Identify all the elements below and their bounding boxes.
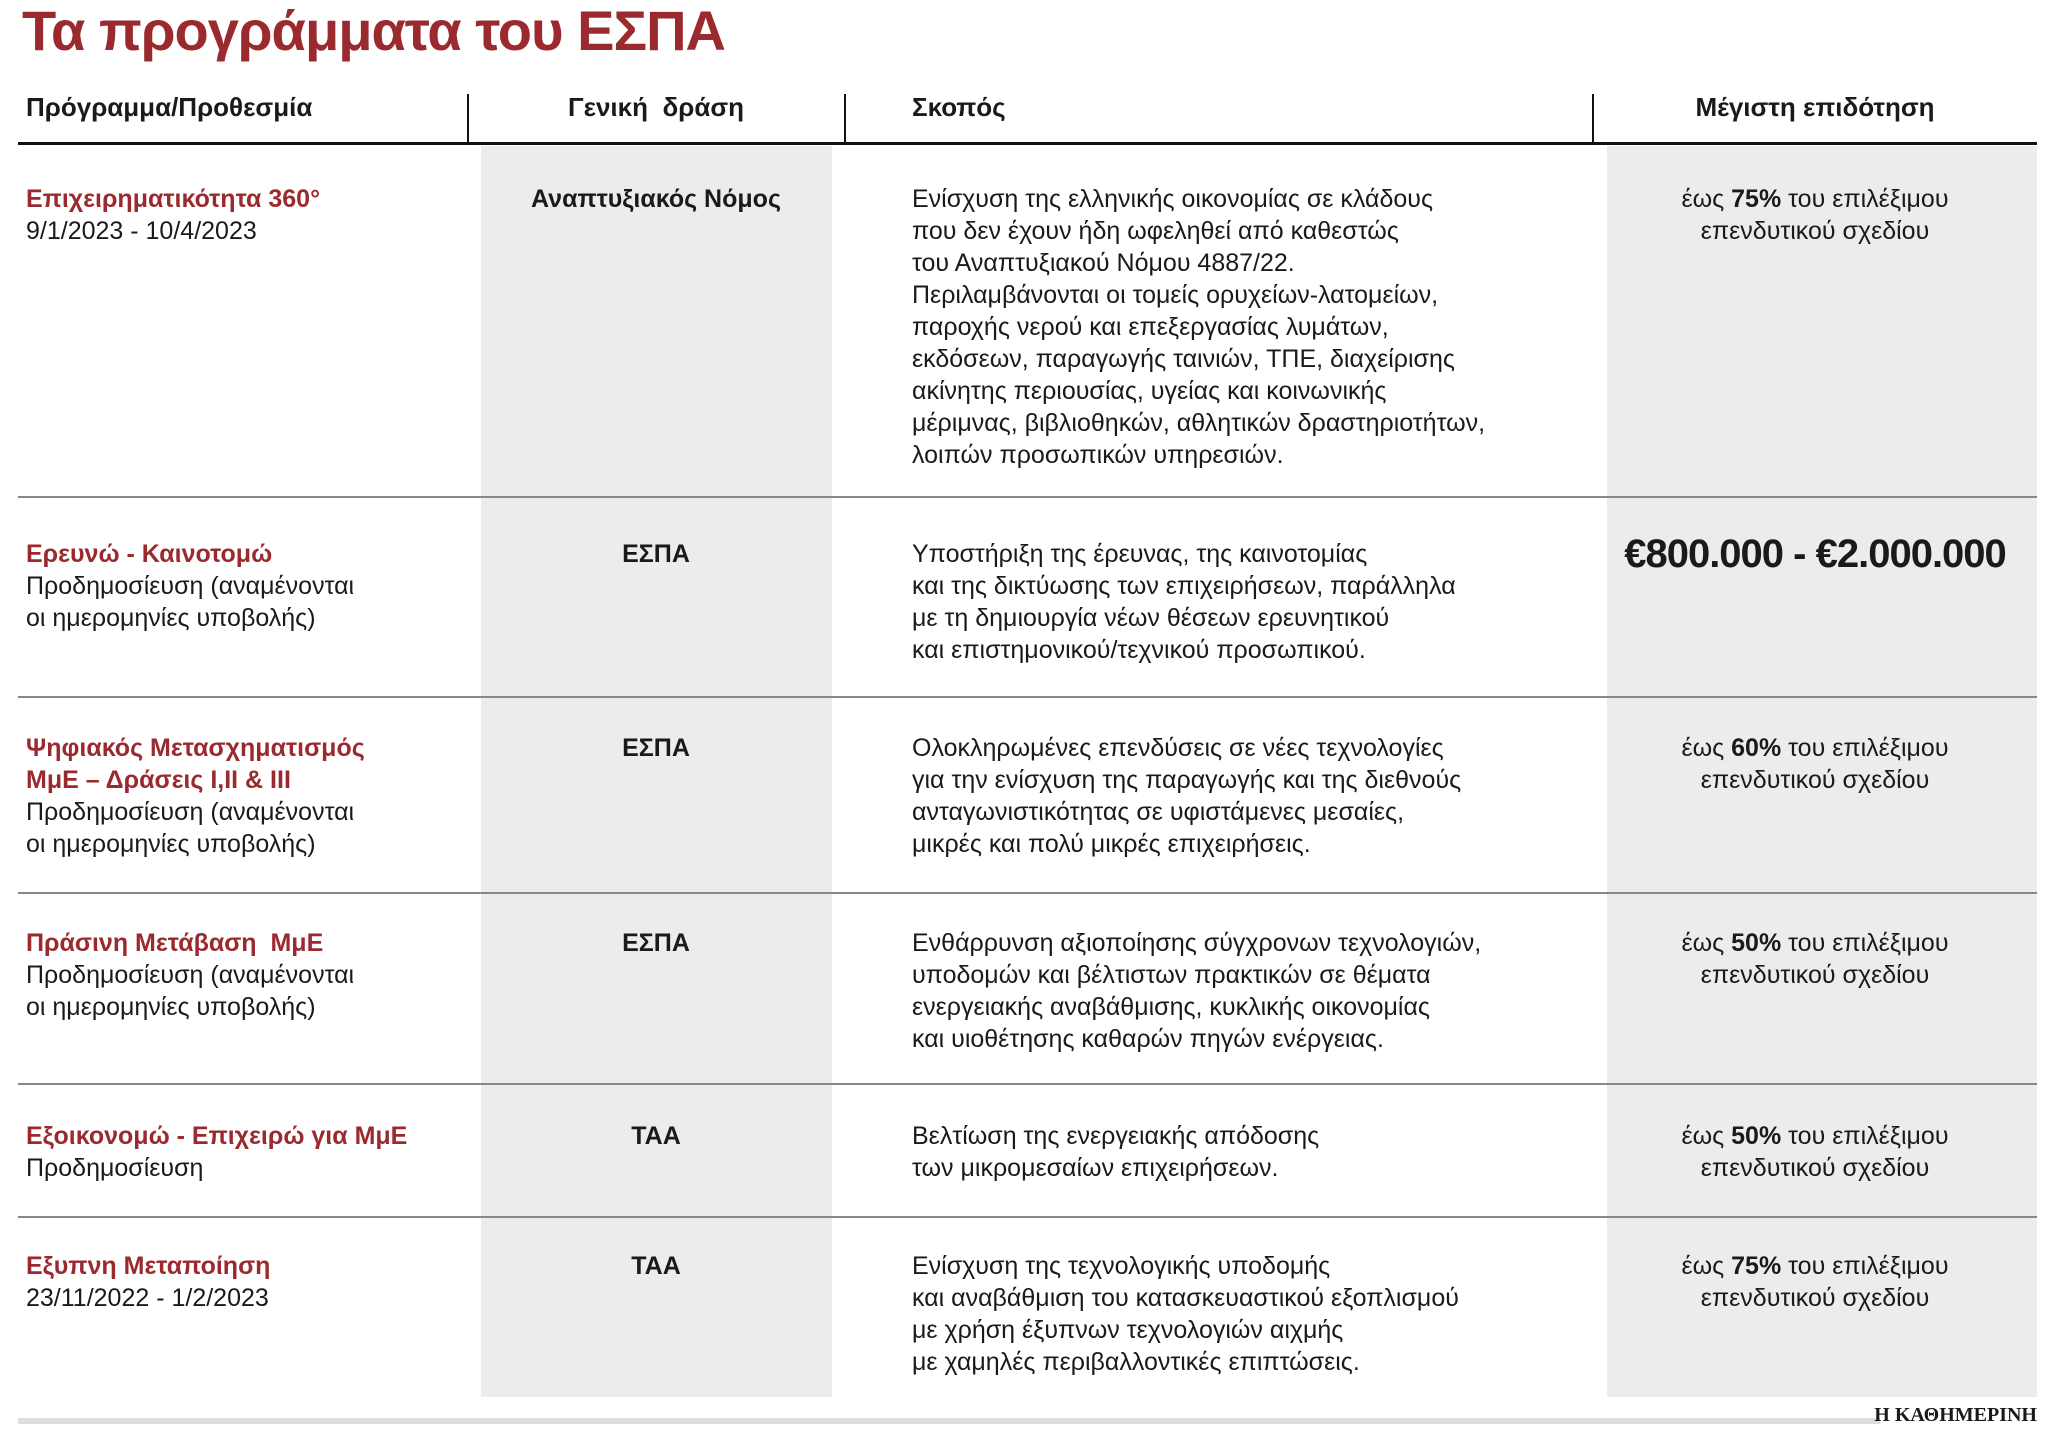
purpose-line: Ενθάρρυνση αξιοποίησης σύγχρονων τεχνολο… — [912, 929, 1482, 957]
purpose-line: μικρές και πολύ μικρές επιχειρήσεις. — [912, 830, 1311, 858]
subsidy-suffix: του επιλέξιμου — [1788, 1122, 1949, 1150]
purpose-line: με χρήση έξυπνων τεχνολογιών αιχμής — [912, 1316, 1344, 1344]
subsidy-rate: 75% — [1731, 185, 1782, 213]
subsidy-prefix: έως — [1681, 734, 1725, 762]
column-shade — [481, 146, 832, 1397]
program-name: Ψηφιακός Μετασχηματισμός — [26, 734, 365, 762]
purpose-line: για την ενίσχυση της παραγωγής και της δ… — [912, 766, 1462, 794]
subsidy-suffix: του επιλέξιμου — [1788, 734, 1949, 762]
program-info: Προδημοσίευση (αναμένονται — [26, 961, 355, 989]
purpose-line: μέριμνας, βιβλιοθηκών, αθλητικών δραστηρ… — [912, 409, 1486, 437]
purpose-line: λοιπών προσωπικών υπηρεσιών. — [912, 441, 1284, 469]
row-rule — [18, 892, 2037, 894]
subsidy-line: έως 75% του επιλέξιμου — [1681, 1250, 1948, 1282]
action: Αναπτυξιακός Νόμος — [531, 185, 781, 213]
subsidy-prefix: έως — [1681, 185, 1725, 213]
program-info: Προδημοσίευση (αναμένονται — [26, 572, 355, 600]
program-name: Πράσινη Μετάβαση ΜμΕ — [26, 929, 324, 957]
subsidy-line: επενδυτικού σχεδίου — [1700, 1284, 1930, 1312]
divider — [1592, 94, 1594, 144]
purpose-line: και επιστημονικού/τεχνικού προσωπικού. — [912, 636, 1366, 664]
column-header: Σκοπός — [912, 92, 1006, 122]
footer-rule — [18, 1418, 1880, 1424]
subsidy-line: επενδυτικού σχεδίου — [1700, 1154, 1930, 1182]
program-name: Επιχειρηματικότητα 360° — [26, 185, 321, 213]
row-rule — [18, 696, 2037, 698]
purpose-line: εκδόσεων, παραγωγής ταινιών, ΤΠΕ, διαχεί… — [912, 345, 1455, 373]
subsidy-prefix: έως — [1681, 929, 1725, 957]
subsidy-rate: 50% — [1731, 929, 1782, 957]
purpose-line: υποδομών και βέλτιστων πρακτικών σε θέμα… — [912, 961, 1431, 989]
row-rule — [18, 496, 2037, 498]
purpose-line: των μικρομεσαίων επιχειρήσεων. — [912, 1154, 1279, 1182]
program-info: 9/1/2023 - 10/4/2023 — [26, 217, 257, 245]
subsidy-suffix: του επιλέξιμου — [1788, 929, 1949, 957]
purpose-line: που δεν έχουν ήδη ωφεληθεί από καθεστώς — [912, 217, 1399, 245]
column-header: Μέγιστη επιδότηση — [1695, 92, 1935, 122]
source: Η ΚΑΘΗΜΕΡΙΝΗ — [1874, 1404, 2037, 1426]
program-info: οι ημερομηνίες υποβολής) — [26, 993, 316, 1021]
action: ΤΑΑ — [631, 1122, 681, 1150]
subsidy-rate: 60% — [1731, 734, 1782, 762]
divider — [844, 94, 846, 144]
program-info: 23/11/2022 - 1/2/2023 — [26, 1284, 269, 1312]
column-shade — [1607, 146, 2037, 1397]
program-name: Εξυπνη Μεταποίηση — [26, 1252, 271, 1280]
row-rule — [18, 1083, 2037, 1085]
purpose-line: ενεργειακής αναβάθμισης, κυκλικής οικονο… — [912, 993, 1430, 1021]
amount: €800.000 - €2.000.000 — [1624, 532, 2007, 576]
purpose-line: και αναβάθμιση του κατασκευαστικού εξοπλ… — [912, 1284, 1459, 1312]
subsidy-line: επενδυτικού σχεδίου — [1700, 766, 1930, 794]
column-header: Γενική δράση — [568, 92, 744, 122]
purpose-line: ακίνητης περιουσίας, υγείας και κοινωνικ… — [912, 377, 1387, 405]
action: ΕΣΠΑ — [622, 540, 690, 568]
purpose-line: και της δικτύωσης των επιχειρήσεων, παρά… — [912, 572, 1456, 600]
purpose-line: Ενίσχυση της τεχνολογικής υποδομής — [912, 1252, 1331, 1280]
program-info: οι ημερομηνίες υποβολής) — [26, 830, 316, 858]
purpose-line: Περιλαμβάνονται οι τομείς ορυχείων-λατομ… — [912, 281, 1439, 309]
purpose-line: με τη δημιουργία νέων θέσεων ερευνητικού — [912, 604, 1390, 632]
subsidy-rate: 75% — [1731, 1252, 1782, 1280]
subsidy-line: επενδυτικού σχεδίου — [1700, 217, 1930, 245]
purpose-line: του Αναπτυξιακού Νόμου 4887/22. — [912, 249, 1295, 277]
subsidy-rate: 50% — [1731, 1122, 1782, 1150]
program-name: ΜμΕ – Δράσεις Ι,ΙΙ & ΙΙΙ — [26, 766, 291, 794]
purpose-line: με χαμηλές περιβαλλοντικές επιπτώσεις. — [912, 1348, 1360, 1376]
header-rule — [18, 142, 2037, 145]
column-header: Πρόγραμμα/Προθεσμία — [26, 92, 313, 122]
program-info: Προδημοσίευση (αναμένονται — [26, 798, 355, 826]
program-info: Προδημοσίευση — [26, 1154, 204, 1182]
subsidy-prefix: έως — [1681, 1252, 1725, 1280]
subsidy-line: έως 75% του επιλέξιμου — [1681, 183, 1948, 215]
action: ΤΑΑ — [631, 1252, 681, 1280]
purpose-line: και υιοθέτησης καθαρών πηγών ενέργειας. — [912, 1025, 1384, 1053]
purpose-line: ανταγωνιστικότητας σε υφιστάμενες μεσαίε… — [912, 798, 1405, 826]
program-name: Ερευνώ - Καινοτομώ — [26, 540, 273, 568]
subsidy-prefix: έως — [1681, 1122, 1725, 1150]
purpose-line: Βελτίωση της ενεργειακής απόδοσης — [912, 1122, 1320, 1150]
purpose-line: Ενίσχυση της ελληνικής οικονομίας σε κλά… — [912, 185, 1434, 213]
subsidy-suffix: του επιλέξιμου — [1788, 1252, 1949, 1280]
subsidy-line: έως 50% του επιλέξιμου — [1681, 1120, 1948, 1152]
action: ΕΣΠΑ — [622, 929, 690, 957]
purpose-line: Υποστήριξη της έρευνας, της καινοτομίας — [912, 540, 1368, 568]
divider — [467, 94, 469, 144]
purpose-line: Ολοκληρωμένες επενδύσεις σε νέες τεχνολο… — [912, 734, 1444, 762]
action: ΕΣΠΑ — [622, 734, 690, 762]
title: Τα προγράμματα του ΕΣΠΑ — [22, 0, 726, 62]
subsidy-suffix: του επιλέξιμου — [1788, 185, 1949, 213]
program-info: οι ημερομηνίες υποβολής) — [26, 604, 316, 632]
subsidy-line: επενδυτικού σχεδίου — [1700, 961, 1930, 989]
subsidy-line: έως 50% του επιλέξιμου — [1681, 927, 1948, 959]
subsidy-line: έως 60% του επιλέξιμου — [1681, 732, 1948, 764]
program-name: Εξοικονομώ - Επιχειρώ για ΜμΕ — [26, 1122, 408, 1150]
row-rule — [18, 1216, 2037, 1218]
purpose-line: παροχής νερού και επεξεργασίας λυμάτων, — [912, 313, 1389, 341]
